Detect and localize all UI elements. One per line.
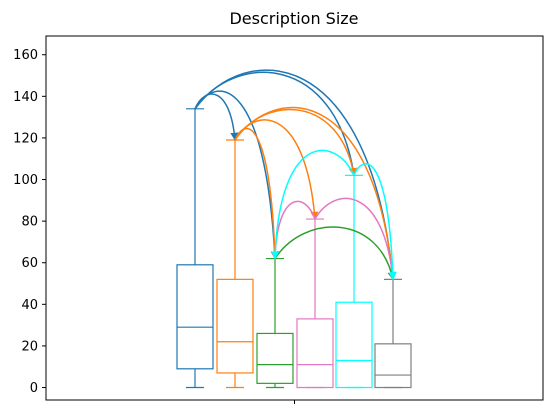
y-tick-label-20: 20 [21, 339, 38, 354]
arrow-3-to-6 [274, 226, 396, 281]
y-tick-label-60: 60 [21, 256, 38, 271]
iqr-box [176, 264, 214, 370]
y-tick-label-0: 0 [30, 381, 38, 396]
y-tick-label-40: 40 [21, 298, 38, 313]
y-tick-label-140: 140 [13, 90, 38, 105]
box-4 [296, 218, 334, 389]
box-6 [374, 278, 412, 389]
iqr-box [335, 301, 373, 389]
iqr-box [296, 318, 334, 389]
box-3 [256, 257, 294, 389]
y-tick-label-80: 80 [21, 215, 38, 230]
iqr-box [374, 343, 412, 389]
comparison-arrows [194, 69, 397, 281]
box-2 [216, 139, 254, 389]
box-1 [176, 108, 214, 389]
y-tick-label-100: 100 [13, 173, 38, 188]
arrow-5-to-3 [271, 149, 355, 260]
box-5 [335, 174, 373, 389]
arrow-4-to-6 [314, 197, 397, 281]
chart-title: Description Size [229, 9, 358, 28]
iqr-box [256, 332, 294, 384]
arrow-1-to-6 [194, 69, 397, 281]
plot-area [176, 108, 412, 389]
arrow-5-to-6 [353, 163, 397, 281]
iqr-box [216, 278, 254, 374]
y-tick-label-160: 160 [13, 48, 38, 63]
axes: 0 20 40 60 80 100 120 140 160 [13, 35, 544, 404]
y-tick-label-120: 120 [13, 131, 38, 146]
arrow-2-to-6 [234, 106, 397, 281]
